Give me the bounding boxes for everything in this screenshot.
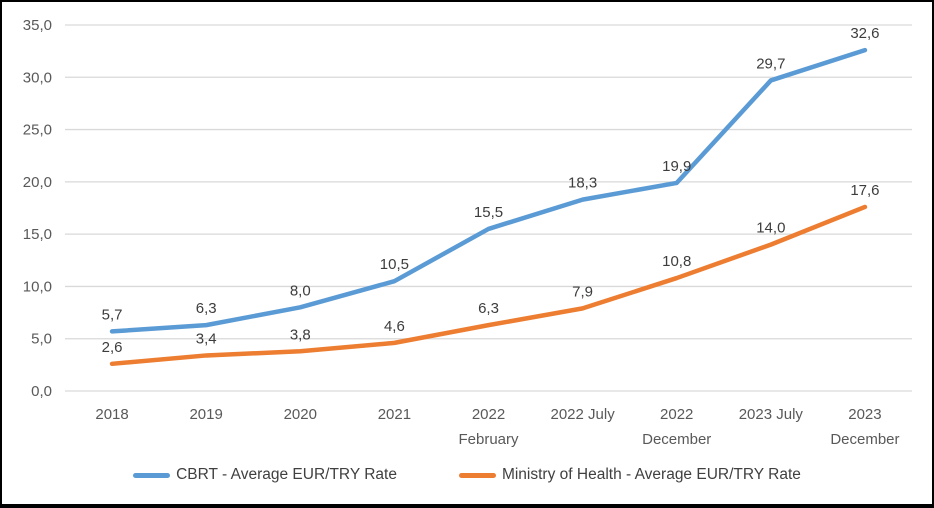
y-tick-label: 0,0 xyxy=(31,383,52,400)
data-label-cbrt: 10,5 xyxy=(380,256,409,273)
cbrt-line-marker-icon xyxy=(133,472,171,478)
data-label-ministry-of-health: 2,6 xyxy=(102,339,123,356)
data-label-cbrt: 8,0 xyxy=(290,282,311,299)
x-tick-label: 2020 xyxy=(284,406,317,423)
data-label-cbrt: 15,5 xyxy=(474,204,503,221)
data-label-ministry-of-health: 3,4 xyxy=(196,330,217,347)
y-tick-label: 20,0 xyxy=(23,174,52,191)
data-label-cbrt: 6,3 xyxy=(196,300,217,317)
data-label-cbrt: 29,7 xyxy=(756,55,785,72)
y-tick-label: 30,0 xyxy=(23,69,52,86)
data-label-ministry-of-health: 3,8 xyxy=(290,326,311,343)
data-label-ministry-of-health: 7,9 xyxy=(572,283,593,300)
ministry-of-health-line-marker-icon xyxy=(458,472,496,478)
y-tick-label: 25,0 xyxy=(23,122,52,139)
x-tick-label: 2022 xyxy=(660,406,693,423)
series-line-cbrt xyxy=(109,47,868,334)
x-tick-label: 2018 xyxy=(95,406,128,423)
chart-legend: CBRT - Average EUR/TRY Rate Ministry of … xyxy=(2,466,932,484)
legend-label-cbrt: CBRT - Average EUR/TRY Rate xyxy=(176,466,397,483)
legend-item-ministry-of-health: Ministry of Health - Average EUR/TRY Rat… xyxy=(458,466,801,484)
y-tick-label: 10,0 xyxy=(23,278,52,295)
y-tick-label: 5,0 xyxy=(31,331,52,348)
x-tick-label: 2023 July xyxy=(739,406,804,423)
data-label-ministry-of-health: 4,6 xyxy=(384,318,405,335)
data-label-ministry-of-health: 17,6 xyxy=(850,182,879,199)
x-tick-label: December xyxy=(830,431,899,448)
eur-try-line-chart: 0,0 5,0 10,0 15,0 20,0 25,0 30,0 35,0 2018 2019 20… xyxy=(23,17,912,448)
x-tick-label: 2022 July xyxy=(551,406,616,423)
x-tick-label: February xyxy=(458,431,519,448)
data-label-ministry-of-health: 14,0 xyxy=(756,220,785,237)
x-tick-label: December xyxy=(642,431,711,448)
x-tick-label: 2023 xyxy=(848,406,881,423)
data-label-cbrt: 32,6 xyxy=(850,25,879,42)
data-label-cbrt: 19,9 xyxy=(662,158,691,175)
data-label-cbrt: 5,7 xyxy=(102,306,123,323)
legend-item-cbrt: CBRT - Average EUR/TRY Rate xyxy=(133,466,397,484)
data-label-ministry-of-health: 10,8 xyxy=(662,253,691,270)
x-tick-label: 2022 xyxy=(472,406,505,423)
x-tick-label: 2021 xyxy=(378,406,411,423)
x-tick-label: 2019 xyxy=(189,406,222,423)
data-label-ministry-of-health: 6,3 xyxy=(478,300,499,317)
y-tick-label: 35,0 xyxy=(23,17,52,34)
legend-label-ministry-of-health: Ministry of Health - Average EUR/TRY Rat… xyxy=(501,466,801,483)
data-label-cbrt: 18,3 xyxy=(568,175,597,192)
y-tick-label: 15,0 xyxy=(23,226,52,243)
series-line-ministry-of-health xyxy=(109,204,868,367)
